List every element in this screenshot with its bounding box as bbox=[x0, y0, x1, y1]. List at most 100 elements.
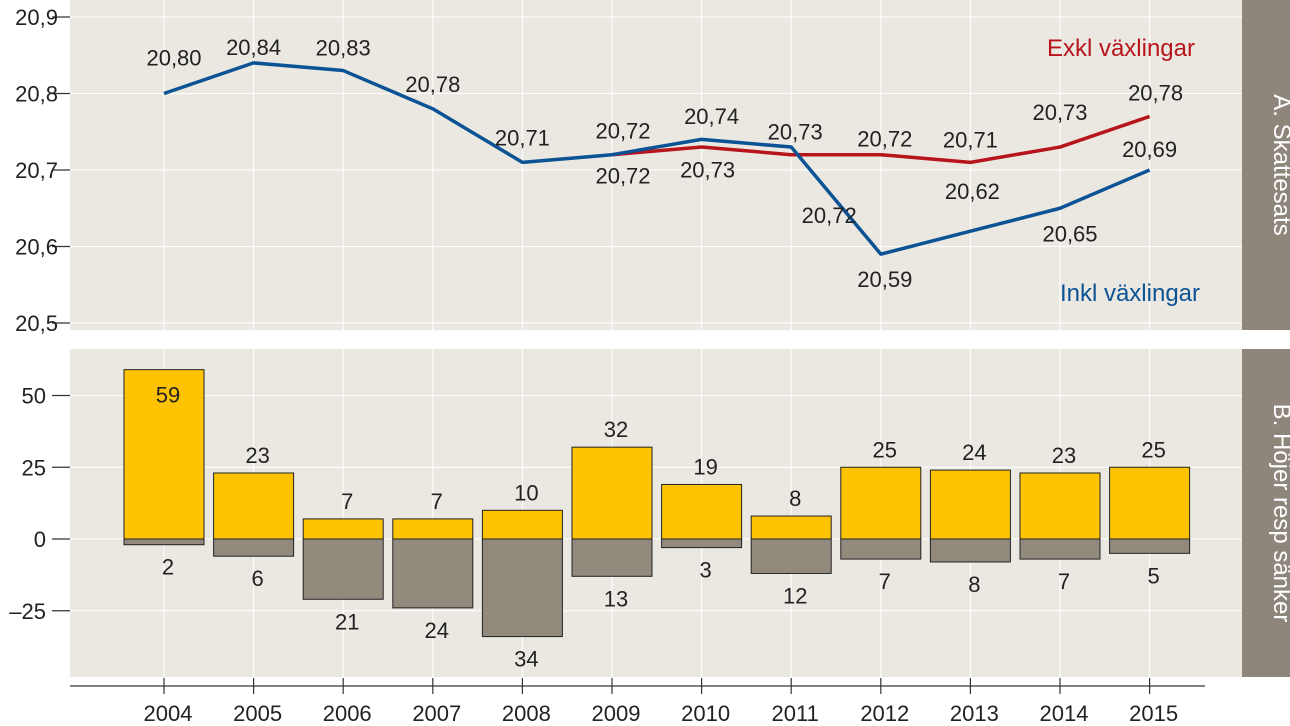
bar-positive bbox=[392, 518, 474, 540]
x-tick-label: 2008 bbox=[502, 701, 551, 726]
x-tick-label: 2007 bbox=[412, 701, 461, 726]
data-label-exkl: 20,74 bbox=[684, 104, 739, 129]
x-tick-label: 2006 bbox=[323, 701, 372, 726]
bar-label-positive: 19 bbox=[693, 454, 717, 479]
bar-label-negative: 7 bbox=[1058, 569, 1070, 594]
bar-label-negative: 24 bbox=[425, 618, 449, 643]
bar-label-positive: 10 bbox=[514, 480, 538, 505]
bar-negative bbox=[213, 538, 295, 557]
bar-label-positive: 32 bbox=[604, 417, 628, 442]
panel-a-tax-rate: 20,5 20,6 20,7 20,8 20,9 20,80 20,84 20,83 20,78… bbox=[15, 0, 1290, 336]
bar-positive bbox=[750, 515, 832, 540]
bar-label-negative: 5 bbox=[1147, 563, 1159, 588]
y-tick-label: –25 bbox=[9, 599, 46, 624]
bar-label-positive: 25 bbox=[1141, 437, 1165, 462]
bar-label-positive: 7 bbox=[431, 489, 443, 514]
data-label-inkl: 20,69 bbox=[1122, 137, 1177, 162]
panel-a-title-strip bbox=[1242, 0, 1290, 330]
bar-positive bbox=[302, 518, 384, 540]
bar-label-negative: 34 bbox=[514, 647, 538, 672]
data-label-inkl: 20,59 bbox=[857, 267, 912, 292]
y-tick-label: 25 bbox=[22, 455, 46, 480]
x-tick-label: 2005 bbox=[233, 701, 282, 726]
bar-label-positive: 23 bbox=[1052, 443, 1076, 468]
data-label-inkl: 20,71 bbox=[495, 125, 550, 150]
panel-b-raise-lower: –25 0 25 50 59 2 23 6 7 21 7 24 10 34 32 13 19 3 8 12 25 7 24 8… bbox=[9, 349, 1290, 677]
bar-negative bbox=[123, 538, 205, 546]
data-label-exkl: 20,71 bbox=[943, 127, 998, 152]
series-line-inkl bbox=[163, 61, 1151, 256]
y-tick-label: 20,5 bbox=[15, 311, 58, 336]
bar-positive bbox=[1109, 466, 1191, 540]
data-label-inkl: 20,78 bbox=[405, 72, 460, 97]
data-label-inkl: 20,65 bbox=[1042, 221, 1097, 246]
bar-negative bbox=[392, 538, 474, 609]
bar-negative bbox=[840, 538, 922, 560]
panel-a-title: A. Skattesats bbox=[1268, 94, 1290, 235]
y-tick-label: 0 bbox=[34, 527, 46, 552]
x-tick-label: 2009 bbox=[592, 701, 641, 726]
bar-label-negative: 7 bbox=[879, 569, 891, 594]
bar-positive bbox=[213, 472, 295, 540]
bar-label-negative: 2 bbox=[162, 555, 174, 580]
bar-positive bbox=[661, 483, 743, 540]
bar-negative bbox=[481, 538, 563, 638]
bar-positive bbox=[840, 466, 922, 540]
x-tick-label: 2011 bbox=[772, 701, 819, 726]
panel-a-background bbox=[70, 0, 1242, 330]
bar-positive bbox=[1019, 472, 1101, 540]
data-label-exkl: 20,78 bbox=[1128, 80, 1183, 105]
y-tick-label: 50 bbox=[22, 384, 46, 409]
bar-positive bbox=[481, 509, 563, 540]
bar-label-negative: 21 bbox=[335, 609, 359, 634]
data-label-inkl: 20,72 bbox=[595, 164, 650, 189]
x-tick-label: 2004 bbox=[144, 701, 193, 726]
bar-label-positive: 24 bbox=[962, 440, 986, 465]
data-label-exkl: 20,73 bbox=[1032, 100, 1087, 125]
bar-label-positive: 25 bbox=[873, 437, 897, 462]
panel-b-title: B. Höjer resp sänker bbox=[1268, 404, 1290, 623]
bar-positive bbox=[571, 446, 653, 540]
x-tick-label: 2015 bbox=[1129, 701, 1178, 726]
bar-label-positive: 23 bbox=[245, 443, 269, 468]
bar-negative bbox=[661, 538, 743, 549]
x-tick-label: 2010 bbox=[681, 701, 730, 726]
data-label-inkl: 20,80 bbox=[146, 46, 201, 71]
bar-negative bbox=[750, 538, 832, 574]
bar-positive bbox=[929, 469, 1011, 540]
bar-negative bbox=[1109, 538, 1191, 554]
bar-label-negative: 3 bbox=[699, 558, 711, 583]
data-label-inkl: 20,73 bbox=[680, 157, 735, 182]
bar-negative bbox=[929, 538, 1011, 563]
panel-b-title-strip bbox=[1242, 349, 1290, 677]
data-label-inkl: 20,83 bbox=[316, 36, 371, 61]
y-tick-label: 20,7 bbox=[15, 158, 58, 183]
series-line-exkl bbox=[611, 114, 1151, 165]
series-label-exkl: Exkl växlingar bbox=[1047, 35, 1195, 62]
bar-negative bbox=[571, 538, 653, 577]
y-tick-label: 20,9 bbox=[15, 5, 58, 30]
x-tick-label: 2012 bbox=[860, 701, 909, 726]
bar-label-negative: 6 bbox=[251, 566, 263, 591]
series-label-inkl: Inkl växlingar bbox=[1060, 280, 1200, 307]
data-label-exkl: 20,72 bbox=[857, 127, 912, 152]
bar-label-positive: 8 bbox=[789, 486, 801, 511]
data-label-inkl: 20,72 bbox=[802, 203, 857, 228]
bar-negative bbox=[302, 538, 384, 600]
bar-negative bbox=[1019, 538, 1101, 560]
bar-label-negative: 12 bbox=[783, 583, 807, 608]
y-tick-label: 20,8 bbox=[15, 82, 58, 107]
data-label-exkl: 20,73 bbox=[768, 120, 823, 145]
y-tick-label: 20,6 bbox=[15, 235, 58, 260]
bar-label-positive: 7 bbox=[341, 489, 353, 514]
data-label-exkl: 20,72 bbox=[595, 119, 650, 144]
bar-label-positive: 59 bbox=[156, 383, 180, 408]
data-label-inkl: 20,62 bbox=[945, 179, 1000, 204]
bar-label-negative: 8 bbox=[968, 572, 980, 597]
x-tick-label: 2014 bbox=[1040, 701, 1089, 726]
x-axis-years: 2004 2005 2006 2007 2008 2009 2010 2011 2012 2013… bbox=[70, 678, 1205, 726]
bar-label-negative: 13 bbox=[604, 586, 628, 611]
data-label-inkl: 20,84 bbox=[226, 35, 281, 60]
x-tick-label: 2013 bbox=[950, 701, 999, 726]
